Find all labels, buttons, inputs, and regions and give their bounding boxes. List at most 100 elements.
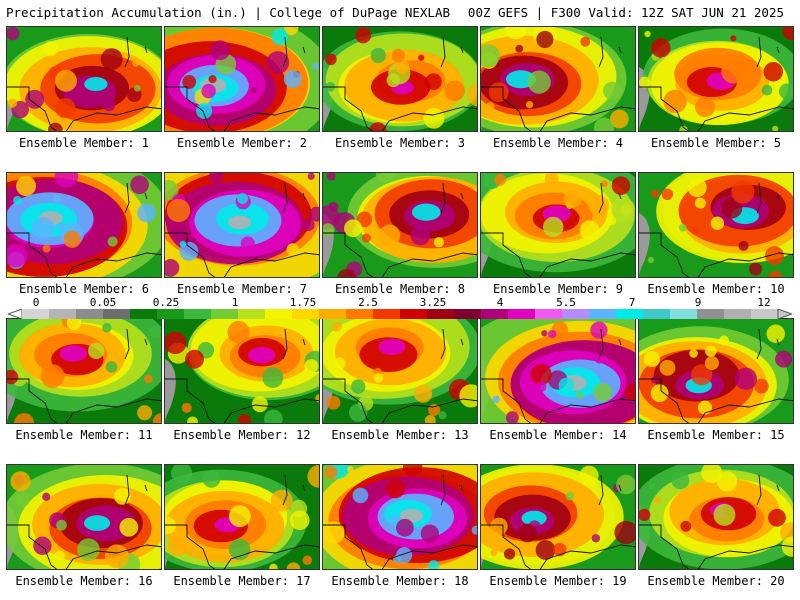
scale-swatch xyxy=(130,309,158,319)
scale-swatch xyxy=(643,309,671,319)
member-caption: Ensemble Member: 14 xyxy=(489,428,627,442)
ensemble-panel-5 xyxy=(638,26,794,132)
ensemble-panel-2 xyxy=(164,26,320,132)
member-caption: Ensemble Member: 6 xyxy=(18,282,150,296)
ensemble-panel-6 xyxy=(6,172,162,278)
member-caption: Ensemble Member: 12 xyxy=(173,428,311,442)
scale-swatch xyxy=(76,309,104,319)
scale-label: 9 xyxy=(694,296,702,309)
ensemble-panel-19 xyxy=(480,464,636,570)
precip-map xyxy=(481,173,635,277)
state-borders xyxy=(165,474,319,569)
state-borders xyxy=(481,36,635,131)
state-borders xyxy=(481,328,635,423)
scale-swatch xyxy=(265,309,293,319)
member-caption: Ensemble Member: 13 xyxy=(331,428,469,442)
ensemble-panel-4 xyxy=(480,26,636,132)
ensemble-panel-8 xyxy=(322,172,478,278)
scale-swatch xyxy=(616,309,644,319)
scale-colorbar xyxy=(8,309,792,319)
scale-label: 3.25 xyxy=(419,296,447,309)
scale-label: 0.05 xyxy=(89,296,117,309)
member-caption: Ensemble Member: 18 xyxy=(331,574,469,588)
scale-swatch xyxy=(481,309,509,319)
state-borders xyxy=(323,328,477,423)
precip-map xyxy=(7,465,161,569)
valid-time: 00Z GEFS | F300 Valid: 12Z SAT JUN 21 20… xyxy=(467,5,784,20)
precip-map xyxy=(7,27,161,131)
scale-swatch xyxy=(454,309,482,319)
scale-swatch xyxy=(292,309,320,319)
scale-swatch xyxy=(562,309,590,319)
ensemble-panel-10 xyxy=(638,172,794,278)
ensemble-panel-15 xyxy=(638,318,794,424)
scale-swatch xyxy=(670,309,698,319)
state-borders xyxy=(481,474,635,569)
scale-arrow-left xyxy=(8,309,23,319)
scale-swatch xyxy=(724,309,752,319)
state-borders xyxy=(7,182,161,277)
scale-swatch xyxy=(103,309,131,319)
member-caption: Ensemble Member: 7 xyxy=(176,282,308,296)
scale-swatch xyxy=(751,309,779,319)
scale-swatch xyxy=(535,309,563,319)
scale-label: 2.5 xyxy=(358,296,378,309)
state-borders xyxy=(7,474,161,569)
precip-map xyxy=(323,465,477,569)
member-caption: Ensemble Member: 10 xyxy=(647,282,785,296)
scale-swatch xyxy=(211,309,239,319)
map-title: Precipitation Accumulation (in.) | Colle… xyxy=(6,5,451,20)
precip-map xyxy=(639,319,793,423)
scale-label: 0.25 xyxy=(152,296,180,309)
scale-label: 1.75 xyxy=(289,296,317,309)
ensemble-panel-9 xyxy=(480,172,636,278)
ensemble-panel-17 xyxy=(164,464,320,570)
scale-swatch xyxy=(373,309,401,319)
ensemble-panel-3 xyxy=(322,26,478,132)
ensemble-panel-20 xyxy=(638,464,794,570)
precip-map xyxy=(639,27,793,131)
scale-swatch xyxy=(346,309,374,319)
scale-label: 1 xyxy=(231,296,239,309)
scale-swatch xyxy=(508,309,536,319)
scale-swatch xyxy=(427,309,455,319)
state-borders xyxy=(323,474,477,569)
member-caption: Ensemble Member: 16 xyxy=(15,574,153,588)
state-borders xyxy=(323,36,477,131)
scale-swatch xyxy=(157,309,185,319)
ensemble-panel-16 xyxy=(6,464,162,570)
precip-map xyxy=(7,173,161,277)
state-borders xyxy=(639,474,793,569)
state-borders xyxy=(639,328,793,423)
state-borders xyxy=(7,36,161,131)
precip-map xyxy=(165,465,319,569)
scale-swatch xyxy=(697,309,725,319)
state-borders xyxy=(165,328,319,423)
scale-label: 5.5 xyxy=(556,296,576,309)
member-caption: Ensemble Member: 11 xyxy=(15,428,153,442)
scale-label: 0 xyxy=(32,296,40,309)
scale-label: 7 xyxy=(628,296,636,309)
scale-arrow-right xyxy=(777,309,792,319)
scale-swatch xyxy=(49,309,77,319)
scale-swatch xyxy=(238,309,266,319)
member-caption: Ensemble Member: 1 xyxy=(18,136,150,150)
scale-label: 4 xyxy=(496,296,504,309)
ensemble-panel-7 xyxy=(164,172,320,278)
scale-swatch xyxy=(319,309,347,319)
ensemble-panel-18 xyxy=(322,464,478,570)
precip-map xyxy=(481,27,635,131)
precip-map xyxy=(639,173,793,277)
member-caption: Ensemble Member: 19 xyxy=(489,574,627,588)
state-borders xyxy=(323,182,477,277)
ensemble-panel-12 xyxy=(164,318,320,424)
scale-label: 12 xyxy=(757,296,771,309)
scale-swatch xyxy=(184,309,212,319)
member-caption: Ensemble Member: 8 xyxy=(334,282,466,296)
precip-map xyxy=(639,465,793,569)
ensemble-panel-11 xyxy=(6,318,162,424)
member-caption: Ensemble Member: 15 xyxy=(647,428,785,442)
state-borders xyxy=(7,328,161,423)
state-borders xyxy=(481,182,635,277)
precip-map xyxy=(165,173,319,277)
